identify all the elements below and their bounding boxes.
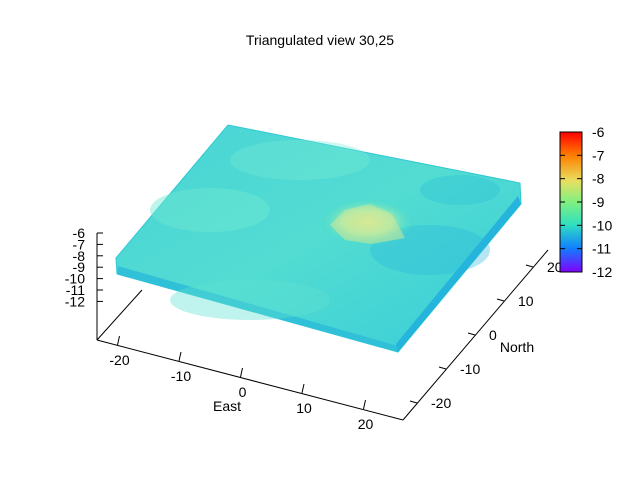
y-tick-label: -20 <box>431 395 451 411</box>
x-tick-group: -20 -10 0 10 20 <box>109 335 374 432</box>
surface-shade-2 <box>230 140 370 180</box>
colorbar: -6 -7 -8 -9 -10 -11 -12 <box>559 124 612 280</box>
colorbar-tick-label: -12 <box>592 264 612 280</box>
colorbar-tick-label: -7 <box>592 147 605 163</box>
x-axis-label: East <box>213 398 241 414</box>
surface-front-edge <box>117 266 398 352</box>
chart-title: Triangulated view 30,25 <box>246 32 394 48</box>
surface-shade-5 <box>420 175 500 205</box>
x-tick-mark <box>117 335 120 346</box>
z-tick-label: -11 <box>66 282 85 298</box>
x-tick-mark <box>178 351 182 362</box>
y-tick-label: -10 <box>460 361 480 377</box>
surface-peak-crest <box>330 204 405 244</box>
x-tick-label: 10 <box>296 400 312 416</box>
colorbar-tick-label: -10 <box>592 217 612 233</box>
back-left-line <box>96 289 143 341</box>
colorbar-tick-label: -11 <box>592 241 611 257</box>
x-tick-mark <box>363 399 366 410</box>
colorbar-tick-label: -8 <box>592 171 605 187</box>
axes-frame <box>96 233 549 421</box>
y-tick-label: 10 <box>518 293 534 309</box>
z-tick-label: -10 <box>65 271 85 287</box>
y-tick-mark <box>525 264 534 268</box>
y-tick-label: 20 <box>547 259 563 275</box>
x-tick-label: 20 <box>358 416 374 432</box>
y-axis-line <box>402 249 549 421</box>
y-tick-mark <box>467 332 476 336</box>
surface <box>115 124 522 353</box>
colorbar-tick-label: -6 <box>592 124 605 140</box>
z-tick-label: -7 <box>73 236 86 252</box>
colorbar-tick-group: -6 -7 -8 -9 -10 -11 -12 <box>560 124 612 280</box>
y-tick-mark <box>496 298 505 302</box>
colorbar-tick-label: -9 <box>592 194 605 210</box>
x-tick-label: -20 <box>109 352 129 368</box>
x-tick-mark <box>240 367 243 378</box>
y-tick-mark <box>438 366 447 370</box>
x-tick-mark <box>301 383 305 394</box>
z-tick-group: -6-7-8-9-10-11-12 <box>65 225 103 309</box>
x-axis-line <box>96 339 404 421</box>
z-tick-label: -12 <box>65 293 85 309</box>
y-axis-label: North <box>500 339 534 355</box>
z-tick-label: -9 <box>73 259 86 275</box>
y-tick-mark <box>409 400 418 404</box>
x-tick-label: -10 <box>171 368 191 384</box>
surface-shade-4 <box>170 280 330 320</box>
z-tick-label: -8 <box>73 248 86 264</box>
x-tick-label: 0 <box>239 384 247 400</box>
y-tick-label: 0 <box>489 327 497 343</box>
surface-shade-1 <box>150 188 270 232</box>
surface-right-edge <box>396 196 521 352</box>
z-tick-label: -6 <box>73 225 86 241</box>
y-tick-group: -20 -10 0 10 20 <box>409 259 563 411</box>
